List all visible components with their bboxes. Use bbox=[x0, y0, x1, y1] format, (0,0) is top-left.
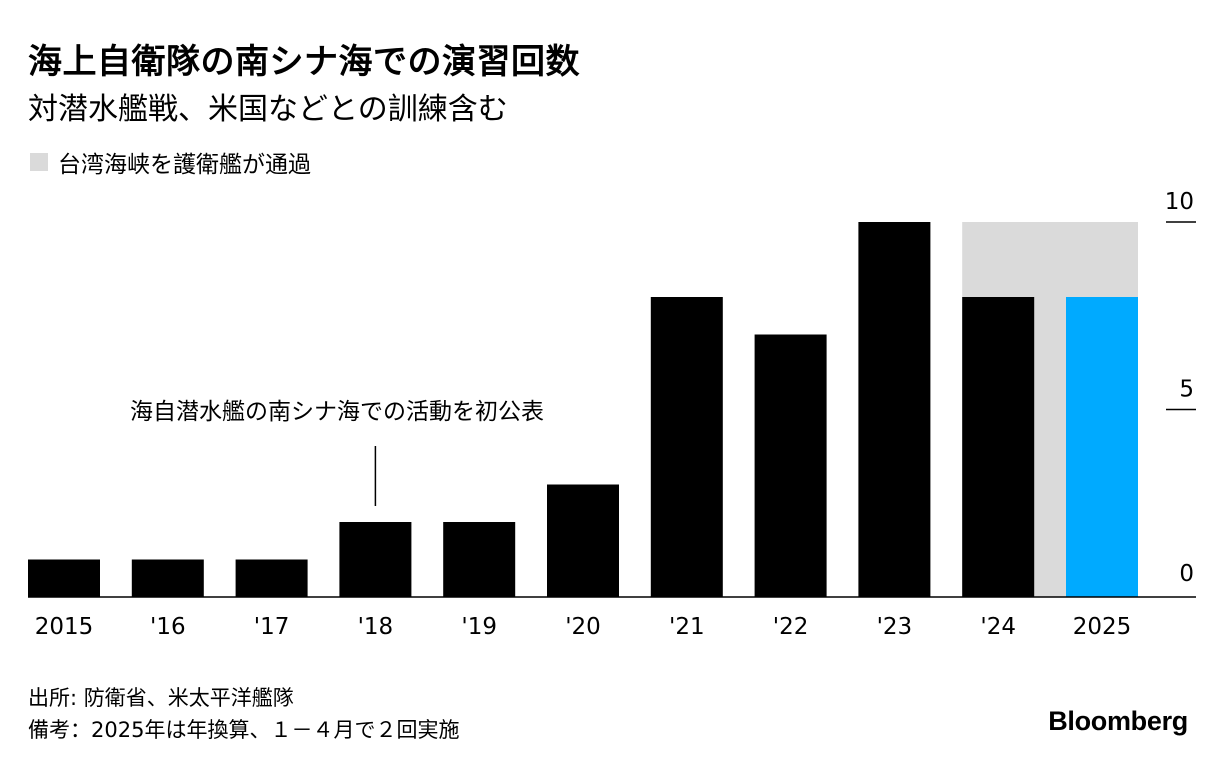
x-tick-label: 2015 bbox=[35, 614, 94, 640]
bar bbox=[443, 522, 516, 597]
legend-swatch bbox=[30, 153, 48, 171]
x-tick-label: '16 bbox=[150, 614, 186, 640]
x-tick-label: '17 bbox=[254, 614, 290, 640]
chart-title: 海上自衛隊の南シナ海での演習回数 bbox=[28, 42, 580, 82]
legend: 台湾海峡を護衛艦が通過 bbox=[30, 144, 311, 180]
x-tick-label: '20 bbox=[565, 614, 601, 640]
x-tick-label: '23 bbox=[877, 614, 913, 640]
footer-notes: 出所: 防衛省、米太平洋艦隊 備考：2025年は年換算、１－４月で２回実施 bbox=[28, 682, 459, 746]
bloomberg-logo: Bloomberg bbox=[1048, 706, 1188, 736]
chart-subtitle: 対潜水艦戦、米国などとの訓練含む bbox=[28, 92, 508, 127]
bar bbox=[339, 522, 412, 597]
source-note: 出所: 防衛省、米太平洋艦隊 bbox=[28, 686, 294, 710]
x-tick-label: '19 bbox=[461, 614, 497, 640]
bar bbox=[754, 334, 827, 597]
x-tick-label: '24 bbox=[980, 614, 1016, 640]
annotation-text: 海自潜水艦の南シナ海での活動を初公表 bbox=[130, 399, 544, 425]
legend-label: 台湾海峡を護衛艦が通過 bbox=[58, 152, 311, 178]
y-tick-label: 10 bbox=[1165, 189, 1194, 215]
bar bbox=[131, 559, 204, 597]
bar bbox=[547, 484, 619, 597]
y-tick-label: 0 bbox=[1179, 561, 1194, 587]
x-tick-label: '18 bbox=[358, 614, 394, 640]
x-tick-label: '22 bbox=[773, 614, 809, 640]
bar bbox=[1066, 297, 1138, 597]
remark-note: 備考：2025年は年換算、１－４月で２回実施 bbox=[28, 718, 460, 742]
bar bbox=[962, 297, 1035, 597]
x-tick-label: 2025 bbox=[1073, 614, 1132, 640]
bar bbox=[650, 297, 723, 597]
x-tick-label: '21 bbox=[669, 614, 705, 640]
y-tick-label: 5 bbox=[1179, 377, 1194, 403]
bar bbox=[28, 559, 100, 597]
bar bbox=[858, 222, 931, 597]
bar bbox=[235, 559, 308, 597]
